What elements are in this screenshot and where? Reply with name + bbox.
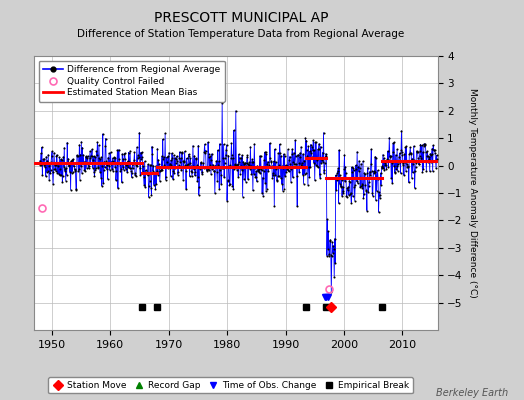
Legend: Station Move, Record Gap, Time of Obs. Change, Empirical Break: Station Move, Record Gap, Time of Obs. C… — [49, 377, 412, 394]
Text: Berkeley Earth: Berkeley Earth — [436, 388, 508, 398]
Y-axis label: Monthly Temperature Anomaly Difference (°C): Monthly Temperature Anomaly Difference (… — [468, 88, 477, 298]
Text: Difference of Station Temperature Data from Regional Average: Difference of Station Temperature Data f… — [78, 29, 405, 39]
Text: PRESCOTT MUNICIPAL AP: PRESCOTT MUNICIPAL AP — [154, 11, 329, 25]
Legend: Difference from Regional Average, Quality Control Failed, Estimated Station Mean: Difference from Regional Average, Qualit… — [39, 60, 225, 102]
